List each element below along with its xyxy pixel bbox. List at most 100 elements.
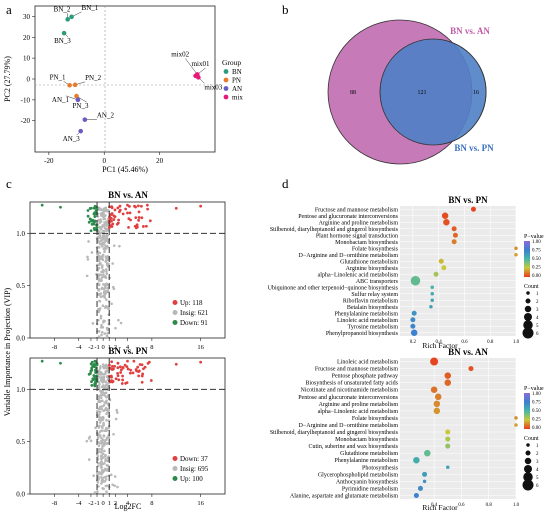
- volcano-point-insig: [106, 335, 109, 339]
- volcano-point-insig: [104, 284, 107, 287]
- volcano-point-insig: [105, 235, 108, 239]
- volcano-y-tick-label: 1.0: [16, 386, 25, 394]
- pca-y-tick-label: -20: [21, 117, 31, 125]
- enrich-count-tick-label: 1: [536, 444, 539, 449]
- volcano-point-insig: [89, 439, 93, 443]
- panel-label-a: a: [6, 2, 12, 17]
- volcano-point-insig: [112, 244, 116, 247]
- volcano-x-label: Log2FC: [115, 502, 142, 511]
- volcano-point-insig: [100, 419, 103, 422]
- volcano-point-insig: [104, 458, 107, 461]
- volcano-x-tick-label: 0: [102, 500, 105, 507]
- volcano-point-insig: [97, 444, 101, 447]
- enrich-pathway-label-nicotinate-and-nicotinamide-metabolism: Nicotinate and nicotinamide metabolism: [301, 388, 399, 394]
- enrich-pathway-label-arginine-and-proline-metabolism: Arginine and proline metabolism: [319, 220, 399, 226]
- volcano-point-right: [129, 368, 133, 372]
- volcano-point-insig: [105, 412, 108, 416]
- enrich-count-legend-marker: [525, 298, 531, 304]
- volcano-point-left: [92, 212, 96, 216]
- enrich-pathway-label-linoleic-acid-metabolism: Linoleic acid metabolism: [337, 360, 398, 366]
- volcano-point-left: [94, 371, 97, 374]
- volcano-point-insig: [103, 467, 107, 471]
- volcano-point-right: [121, 374, 124, 378]
- enrich-pvalue-tick-label: 0.00: [532, 274, 541, 279]
- volcano-point-insig: [99, 462, 102, 466]
- volcano-point-insig: [104, 289, 107, 293]
- volcano-point-insig: [111, 285, 115, 289]
- volcano-point-insig: [100, 266, 104, 269]
- volcano-point-right: [135, 223, 139, 227]
- panel-label-b: b: [282, 2, 289, 17]
- volcano-point-right: [141, 372, 145, 376]
- volcano-point-insig: [96, 435, 100, 439]
- volcano-y-tick-label: 0.0: [16, 335, 25, 343]
- volcano-point-right: [140, 380, 144, 384]
- enrich-bubble-alanine-aspartate-and-glutamate-metabolism: [413, 492, 419, 498]
- volcano-point-right: [118, 365, 122, 369]
- volcano-point-insig: [99, 314, 103, 318]
- volcano-point-insig: [98, 234, 102, 238]
- volcano-point-insig: [103, 246, 107, 250]
- volcano-point-insig: [100, 447, 103, 451]
- enrich-pathway-label-pentose-and-glucuronate-interconversions: Pentose and glucuronate interconversions: [298, 395, 398, 401]
- volcano-point-insig: [101, 393, 104, 397]
- volcano-point-insig: [96, 409, 99, 413]
- enrich-bubble-pentose-and-glucuronate-interconversions: [434, 393, 442, 401]
- volcano-point-insig: [101, 462, 105, 466]
- enrich-x-tick-label: 0.2: [410, 340, 417, 345]
- pca-point-bn-2: [65, 17, 70, 22]
- enrich-bubble-stilbenoid-diarylheptanoid-and-gingerol-biosynthesis: [451, 226, 457, 232]
- volcano-point-insig: [105, 268, 108, 271]
- volcano-point-insig: [101, 372, 104, 376]
- volcano-point-insig: [101, 241, 105, 245]
- pca-point-an-2: [82, 117, 88, 122]
- volcano-point-insig: [99, 220, 103, 223]
- volcano-point-right: [125, 381, 129, 385]
- enrich-pathway-label-anthocyanin-biosynthesis: Anthocyanin biosynthesis: [336, 479, 399, 485]
- volcano-x-tick-label: -4: [76, 500, 82, 507]
- enrich-count-tick-label: 3: [536, 308, 539, 313]
- volcano-point-insig: [97, 475, 100, 478]
- volcano-point-insig: [105, 463, 109, 467]
- volcano-point-insig: [85, 274, 89, 278]
- enrich-pathway-label-d-arginine-and-d-ornithine-metabolism: D−Arginine and D−ornithine metabolism: [299, 253, 399, 259]
- enrich-bubble-stilbenoid-diarylheptanoid-and-gingerol-biosynthesis: [445, 429, 451, 435]
- enrich-pathway-label-monobactam-biosynthesis: Monobactam biosynthesis: [335, 240, 398, 246]
- volcano-point-insig: [91, 322, 95, 325]
- volcano-point-insig: [106, 332, 109, 335]
- enrich-bubble-phenylpropanoid-biosynthesis: [410, 329, 418, 336]
- volcano-point-insig: [97, 240, 101, 244]
- enrich-bubble-alpha-linolenic-acid-metabolism: [433, 407, 441, 415]
- volcano-legend-label-up: Up: 118: [180, 299, 203, 307]
- enrich-count-tick-label: 4: [536, 316, 539, 321]
- volcano-point-insig: [99, 399, 102, 403]
- volcano-point-insig: [106, 265, 110, 268]
- volcano-point-right: [146, 361, 150, 365]
- pca-legend-marker-an: [223, 86, 229, 91]
- volcano-point-outlier: [174, 362, 178, 366]
- volcano-point-insig: [105, 490, 108, 493]
- volcano-point-insig: [97, 259, 101, 263]
- volcano-point-insig: [99, 396, 103, 400]
- volcano-point-left: [95, 226, 99, 230]
- enrich-bubble-linoleic-acid-metabolism: [430, 357, 439, 366]
- volcano-point-insig: [99, 365, 102, 368]
- volcano-point-insig: [100, 454, 103, 458]
- volcano-point-insig: [106, 286, 110, 290]
- volcano-point-outlier: [59, 361, 62, 365]
- volcano-point-right: [140, 204, 143, 208]
- enrich-x-tick-label: 0.6: [461, 340, 468, 345]
- volcano-top-title: BN vs. AN: [108, 190, 148, 200]
- volcano-point-insig: [103, 408, 107, 411]
- volcano-point-insig: [103, 372, 106, 376]
- pca-point-label-pn-3: PN_3: [73, 102, 89, 110]
- venn-label-bn-vs-an: BN vs. AN: [450, 26, 490, 36]
- pca-legend-label-bn: BN: [232, 68, 242, 76]
- enrich-count-legend-marker: [524, 313, 532, 321]
- volcano-point-right: [116, 221, 120, 225]
- volcano-point-insig: [92, 474, 95, 478]
- enrich-bubble-pentose-phosphate-pathway: [444, 372, 452, 379]
- enrich-bubble-sulfur-relay-system: [430, 292, 434, 296]
- volcano-point-right: [110, 213, 114, 216]
